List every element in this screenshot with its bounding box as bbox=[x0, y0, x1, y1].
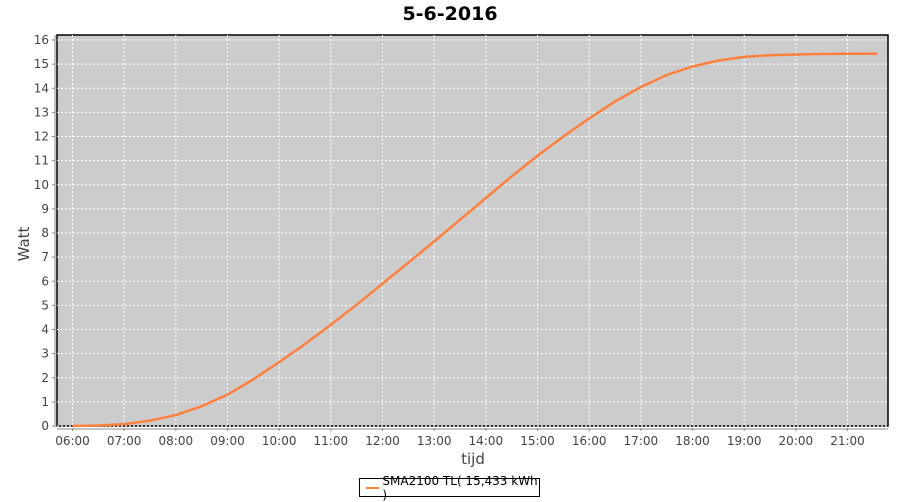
y-tick-label: 0 bbox=[41, 419, 49, 433]
x-tick-label: 11:00 bbox=[314, 434, 349, 448]
y-tick-label: 16 bbox=[34, 33, 49, 47]
y-tick-label: 14 bbox=[34, 81, 49, 95]
x-tick-label: 17:00 bbox=[624, 434, 659, 448]
x-tick-label: 06:00 bbox=[55, 434, 90, 448]
y-tick-label: 2 bbox=[41, 371, 49, 385]
x-tick-label: 15:00 bbox=[520, 434, 555, 448]
legend: SMA2100 TL( 15,433 kWh ) bbox=[359, 474, 540, 502]
x-tick-label: 18:00 bbox=[675, 434, 710, 448]
y-tick-label: 8 bbox=[41, 226, 49, 240]
y-tick-label: 11 bbox=[34, 154, 49, 168]
chart-title: 5-6-2016 bbox=[402, 3, 498, 25]
x-tick-label: 07:00 bbox=[107, 434, 142, 448]
y-tick-label: 6 bbox=[41, 274, 49, 288]
plot-background bbox=[56, 34, 889, 427]
x-tick-label: 09:00 bbox=[210, 434, 245, 448]
y-tick-label: 13 bbox=[34, 105, 49, 119]
x-tick-label: 10:00 bbox=[262, 434, 297, 448]
x-axis-label: tijd bbox=[461, 450, 485, 468]
x-tick-label: 19:00 bbox=[727, 434, 762, 448]
series-line bbox=[72, 52, 878, 428]
legend-label: SMA2100 TL( 15,433 kWh ) bbox=[382, 473, 538, 502]
y-tick-label: 4 bbox=[41, 323, 49, 337]
y-tick-label: 15 bbox=[34, 57, 49, 71]
y-tick-label: 9 bbox=[41, 202, 49, 216]
y-tick-label: 12 bbox=[34, 130, 49, 144]
y-tick-label: 1 bbox=[41, 395, 49, 409]
x-tick-label: 13:00 bbox=[417, 434, 452, 448]
x-tick-label: 16:00 bbox=[572, 434, 607, 448]
y-tick-label: 7 bbox=[41, 250, 49, 264]
y-tick-label: 5 bbox=[41, 298, 49, 312]
x-tick-label: 21:00 bbox=[830, 434, 865, 448]
x-tick-label: 20:00 bbox=[779, 434, 814, 448]
legend-swatch bbox=[366, 486, 380, 489]
x-tick-label: 14:00 bbox=[469, 434, 504, 448]
x-tick-label: 12:00 bbox=[365, 434, 400, 448]
y-tick-label: 10 bbox=[34, 178, 49, 192]
x-tick-label: 08:00 bbox=[159, 434, 194, 448]
y-tick-label: 3 bbox=[41, 347, 49, 361]
